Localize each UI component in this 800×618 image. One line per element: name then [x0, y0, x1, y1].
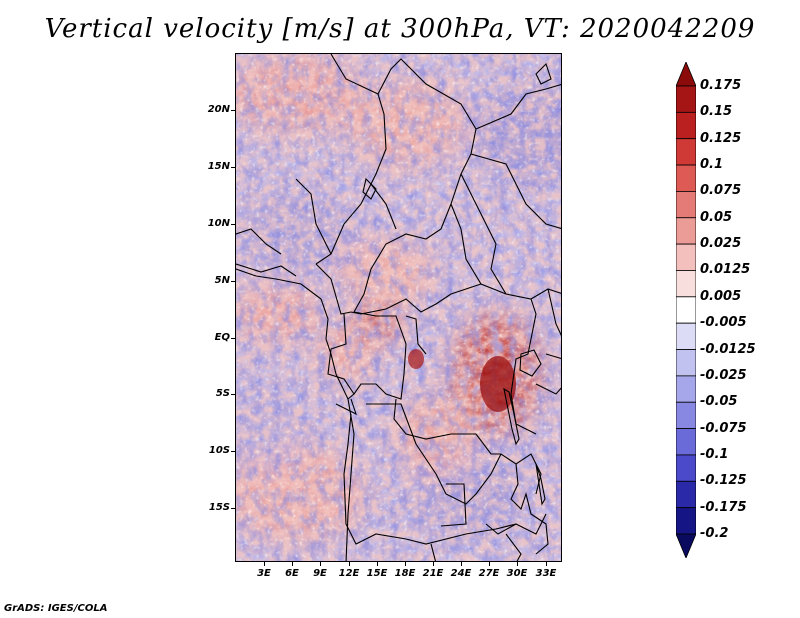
longitude-tick: [349, 562, 350, 566]
colorbar-label: -0.075: [700, 420, 747, 436]
colorbar-label: -0.1: [700, 446, 729, 462]
latitude-label: 15S: [208, 502, 230, 513]
convective-core: [480, 356, 516, 412]
colorbar-segment: [676, 454, 696, 482]
field-texture-white: [236, 54, 561, 561]
latitude-label: 5S: [215, 388, 230, 399]
colorbar-segment: [676, 322, 696, 350]
colorbar-label: 0.125: [700, 130, 742, 146]
longitude-label: 33E: [535, 568, 557, 579]
colorbar-label: -0.125: [700, 473, 747, 489]
colorbar-label: 0.025: [700, 236, 742, 252]
colorbar-label: -0.05: [700, 394, 738, 410]
colorbar-segment: [676, 62, 696, 87]
colorbar-label: 0.0125: [700, 262, 751, 278]
latitude-label: 20N: [207, 104, 230, 115]
latitude-label: EQ: [214, 332, 230, 343]
colorbar-label: -0.025: [700, 367, 747, 383]
country-borders: [236, 54, 561, 561]
latitude-tick: [231, 394, 235, 395]
colorbar-segment: [676, 507, 696, 535]
latitude-tick: [231, 508, 235, 509]
longitude-label: 9E: [313, 568, 327, 579]
latitude-tick: [231, 224, 235, 225]
longitude-tick: [320, 562, 321, 566]
latitude-tick: [231, 110, 235, 111]
map-title: Vertical velocity [m/s] at 300hPa, VT: 2…: [44, 14, 756, 44]
latitude-tick: [231, 281, 235, 282]
colorbar-label: 0.05: [700, 209, 733, 225]
colorbar-label: -0.005: [700, 315, 747, 331]
colorbar-label: 0.15: [700, 104, 733, 120]
colorbar-label: 0.175: [700, 78, 742, 93]
colorbar: [676, 62, 696, 558]
longitude-tick: [264, 562, 265, 566]
colorbar-segment: [676, 296, 696, 324]
colorbar-label: 0.075: [700, 183, 742, 199]
vertical-velocity-field: [236, 54, 561, 561]
colorbar-label: 0.005: [700, 288, 742, 304]
longitude-label: 30E: [506, 568, 528, 579]
colorbar-label: 0.1: [700, 157, 724, 173]
colorbar-segment: [676, 533, 696, 558]
colorbar-label: -0.0125: [700, 341, 756, 357]
latitude-label: 10N: [207, 218, 230, 229]
longitude-label: 15E: [366, 568, 388, 579]
longitude-label: 21E: [422, 568, 444, 579]
colorbar-segment: [676, 85, 696, 113]
latitude-label: 10S: [208, 445, 230, 456]
colorbar-segment: [676, 243, 696, 271]
latitude-tick: [231, 451, 235, 452]
latitude-label: 15N: [207, 161, 230, 172]
colorbar-segment: [676, 480, 696, 509]
colorbar-label: -0.175: [700, 499, 747, 515]
longitude-tick: [292, 562, 293, 566]
colorbar-segment: [676, 375, 696, 403]
longitude-label: 27E: [478, 568, 500, 579]
colorbar-segment: [676, 138, 696, 166]
colorbar-segment: [676, 164, 696, 192]
colorbar-segment: [676, 401, 696, 429]
longitude-label: 18E: [394, 568, 416, 579]
longitude-label: 24E: [450, 568, 472, 579]
latitude-tick: [231, 167, 235, 168]
grads-credit: GrADS: IGES/COLA: [4, 603, 108, 614]
colorbar-segment: [676, 270, 696, 298]
colorbar-segment: [676, 191, 696, 219]
longitude-tick: [377, 562, 378, 566]
colorbar-segment: [676, 111, 696, 140]
longitude-tick: [405, 562, 406, 566]
colorbar-segment: [676, 217, 696, 245]
latitude-tick: [231, 338, 235, 339]
longitude-tick: [546, 562, 547, 566]
colorbar-label: -0.2: [700, 526, 729, 541]
latitude-label: 5N: [214, 275, 230, 286]
colorbar-segment: [676, 428, 696, 456]
longitude-tick: [489, 562, 490, 566]
longitude-label: 3E: [257, 568, 271, 579]
longitude-label: 6E: [285, 568, 299, 579]
longitude-tick: [461, 562, 462, 566]
longitude-tick: [433, 562, 434, 566]
longitude-tick: [517, 562, 518, 566]
colorbar-segment: [676, 349, 696, 377]
longitude-label: 12E: [338, 568, 360, 579]
map-panel: [235, 53, 562, 562]
convective-cell: [408, 349, 424, 369]
